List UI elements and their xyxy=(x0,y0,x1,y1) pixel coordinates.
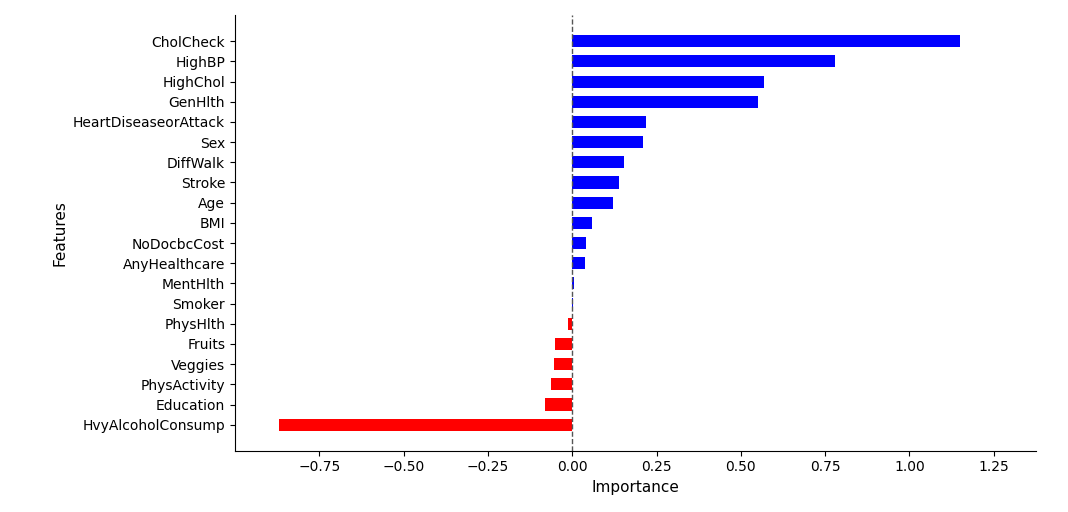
Bar xyxy=(572,156,625,168)
Bar xyxy=(572,96,757,108)
Bar xyxy=(553,358,572,370)
Bar xyxy=(572,177,619,188)
Bar xyxy=(555,338,572,350)
Bar xyxy=(572,257,585,269)
Bar xyxy=(572,237,585,249)
Bar xyxy=(572,35,960,47)
Y-axis label: Features: Features xyxy=(52,200,67,266)
Bar xyxy=(572,75,765,88)
Bar xyxy=(572,217,593,229)
Bar xyxy=(572,116,646,128)
Bar xyxy=(572,55,835,68)
Bar xyxy=(279,419,572,431)
X-axis label: Importance: Importance xyxy=(592,480,679,495)
Bar xyxy=(572,136,643,148)
Bar xyxy=(546,398,572,411)
Bar xyxy=(551,378,572,391)
Bar xyxy=(568,318,572,330)
Bar xyxy=(572,278,574,289)
Bar xyxy=(572,197,613,209)
